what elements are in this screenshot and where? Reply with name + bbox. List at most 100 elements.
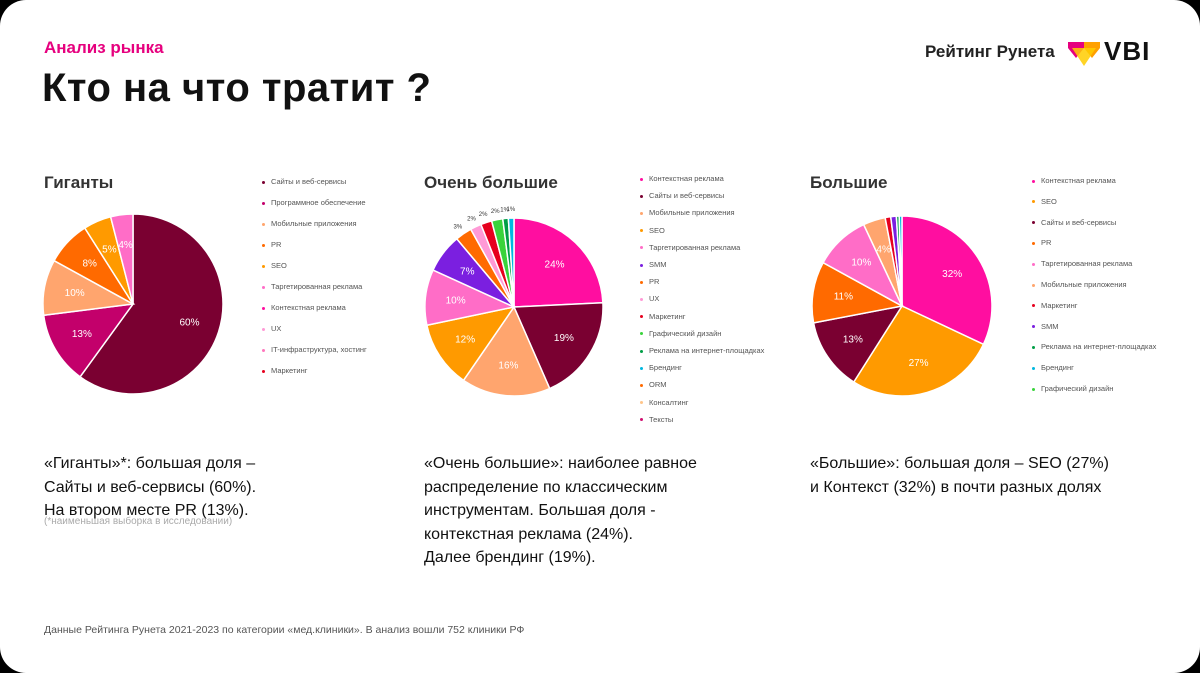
legend-label: Программное обеспечение	[271, 198, 366, 207]
legend-label: SEO	[1041, 196, 1057, 206]
description-large: «Большие»: большая доля – SEO (27%) и Ко…	[810, 455, 1109, 496]
legend-label: UX	[649, 294, 660, 304]
legend-label: SMM	[1041, 321, 1059, 331]
data-label: 16%	[498, 360, 518, 371]
description-very-large: «Очень большие»: наиболее равное распред…	[424, 455, 697, 566]
legend-label: PR	[271, 240, 282, 249]
section-kicker: Анализ рынка	[44, 38, 164, 57]
data-label: 10%	[851, 258, 871, 269]
legend-label: SMM	[649, 260, 667, 269]
legend-item: Реклама на интернет-площадках	[640, 346, 764, 355]
legend-item: Графический дизайн	[640, 329, 721, 338]
legend-dot-icon	[640, 297, 643, 301]
legend-label: Маркетинг	[1041, 300, 1078, 310]
legend-label: PR	[649, 277, 660, 287]
legend-dot-icon	[1032, 179, 1035, 183]
legend-label: Маркетинг	[649, 311, 686, 321]
legend-item: SEO	[1032, 197, 1057, 206]
legend-label: Контекстная реклама	[649, 174, 724, 183]
legend-item: Реклама на интернет-площадках	[1032, 342, 1156, 351]
legend-label: Графический дизайн	[1041, 384, 1114, 393]
legend-item: Маркетинг	[1032, 301, 1077, 310]
legend-label: Сайты и веб-сервисы	[271, 177, 347, 186]
data-label: 7%	[460, 266, 475, 277]
legend-item: IT-инфраструктура, хостинг	[262, 345, 367, 354]
legend-item: Мобильные приложения	[262, 219, 357, 228]
pie-slice	[513, 217, 604, 308]
legend-dot-icon	[262, 201, 265, 205]
legend-dot-icon	[640, 246, 643, 250]
pie-slice	[898, 215, 903, 307]
legend-dot-icon	[640, 194, 643, 198]
legend-item: PR	[640, 277, 659, 286]
legend-dot-icon	[640, 366, 643, 370]
legend-dot-icon	[1032, 304, 1035, 308]
data-label: 2%	[467, 217, 476, 223]
legend-item: Графический дизайн	[1032, 384, 1113, 393]
legend-label: Брендинг	[649, 363, 682, 373]
legend-dot-icon	[1032, 262, 1035, 266]
data-label: 60%	[179, 317, 199, 328]
legend-item: Таргетированная реклама	[1032, 259, 1132, 268]
pie-slice	[901, 215, 993, 346]
legend-item: Контекстная реклама	[1032, 176, 1116, 185]
legend-item: Контекстная реклама	[640, 174, 724, 183]
data-label: 32%	[942, 269, 962, 280]
legend-label: ORM	[649, 380, 667, 390]
legend-label: Таргетированная реклама	[271, 282, 363, 291]
data-label: 4%	[118, 240, 133, 251]
legend-dot-icon	[262, 285, 265, 289]
legend-dot-icon	[640, 349, 643, 353]
data-label: 5%	[102, 244, 117, 255]
legend-label: Мобильные приложения	[271, 219, 357, 228]
data-label: 1%	[500, 207, 509, 213]
data-label: 10%	[65, 288, 85, 299]
data-label: 13%	[72, 329, 92, 340]
legend-dot-icon	[262, 306, 265, 310]
data-label: 2%	[491, 209, 500, 215]
legend-dot-icon	[640, 280, 643, 284]
data-label: 11%	[834, 292, 853, 303]
legend-dot-icon	[1032, 200, 1035, 204]
legend-item: Контекстная реклама	[262, 303, 346, 312]
legend-label: Мобильные приложения	[1041, 280, 1127, 289]
legend-label: Реклама на интернет-площадках	[1041, 342, 1157, 352]
segment-title-very-large: Очень большие	[424, 173, 558, 192]
data-label: 13%	[843, 334, 863, 345]
legend-item: SEO	[640, 226, 665, 235]
legend-dot-icon	[640, 401, 643, 405]
pie-slice	[852, 305, 985, 397]
legend-label: SEO	[649, 225, 665, 235]
pie-slice	[109, 213, 134, 305]
legend-item: Сайты и веб-сервисы	[262, 177, 346, 186]
legend-item: Брендинг	[640, 363, 682, 372]
data-label: 3%	[454, 224, 463, 230]
legend-item: Сайты и веб-сервисы	[1032, 218, 1116, 227]
legend-dot-icon	[262, 369, 265, 373]
data-label: 19%	[554, 333, 574, 344]
legend-item: UX	[640, 294, 659, 303]
pie-slice	[42, 303, 135, 378]
legend-item: Брендинг	[1032, 363, 1074, 372]
legend-item: SMM	[640, 260, 667, 269]
legend-label: Графический дизайн	[649, 328, 722, 338]
legend-item: Маркетинг	[640, 312, 685, 321]
pie-slice	[507, 217, 515, 308]
data-label: 4%	[876, 245, 891, 256]
legend-dot-icon	[1032, 241, 1035, 245]
legend-item: Таргетированная реклама	[262, 282, 362, 291]
legend-item: SMM	[1032, 322, 1059, 331]
legend-dot-icon	[262, 243, 265, 247]
legend-item: Тексты	[640, 415, 673, 424]
data-label: 24%	[545, 259, 565, 270]
legend-item: ORM	[640, 380, 667, 389]
data-label: 12%	[455, 335, 475, 346]
pie-slice	[79, 213, 224, 395]
legend-item: Мобильные приложения	[640, 208, 735, 217]
pie-slice	[425, 305, 516, 382]
legend-dot-icon	[1032, 325, 1035, 329]
pie-slice	[512, 301, 604, 390]
legend-label: Сайты и веб-сервисы	[1041, 217, 1117, 227]
data-label: 2%	[479, 212, 488, 218]
